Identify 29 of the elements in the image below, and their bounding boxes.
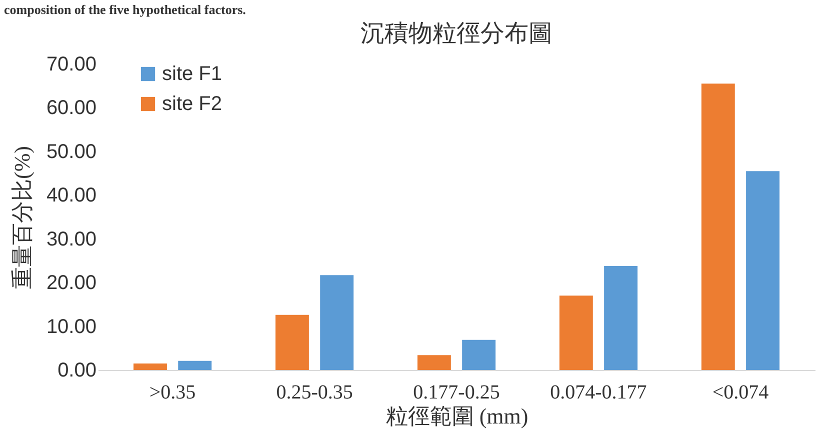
x-tick-label: 0.177-0.25 [413,382,500,404]
y-axis-title: 重量百分比(%) [9,146,34,289]
bar [133,363,167,370]
x-tick-label: <0.074 [712,382,769,404]
y-tick-label: 30.00 [46,228,96,250]
x-tick-label: 0.074-0.177 [550,382,647,404]
y-tick-label: 10.00 [46,316,96,338]
bar [320,275,354,370]
bar [178,360,212,370]
bar [701,84,735,370]
legend-label: site F1 [162,63,222,85]
y-tick-label: 50.00 [46,140,96,163]
y-tick-label: 60.00 [46,97,96,120]
bar [746,171,780,370]
bar [604,266,638,370]
bar [462,340,496,370]
x-tick-label: 0.25-0.35 [276,382,353,404]
y-tick-label: 40.00 [46,184,96,207]
legend-label: site F2 [162,93,222,115]
y-tick-label: 20.00 [46,272,96,294]
bar [559,296,593,370]
bar [417,355,451,370]
y-tick-label: 0.00 [58,360,96,382]
x-tick-label: >0.35 [149,382,196,404]
chart-title: 沉積物粒徑分布圖 [360,21,552,47]
x-axis-title: 粒徑範圍 (mm) [386,404,528,428]
bar [275,314,309,370]
y-tick-label: 70.00 [46,54,96,76]
text: composition of the five hypothetical factors. [4,2,246,18]
